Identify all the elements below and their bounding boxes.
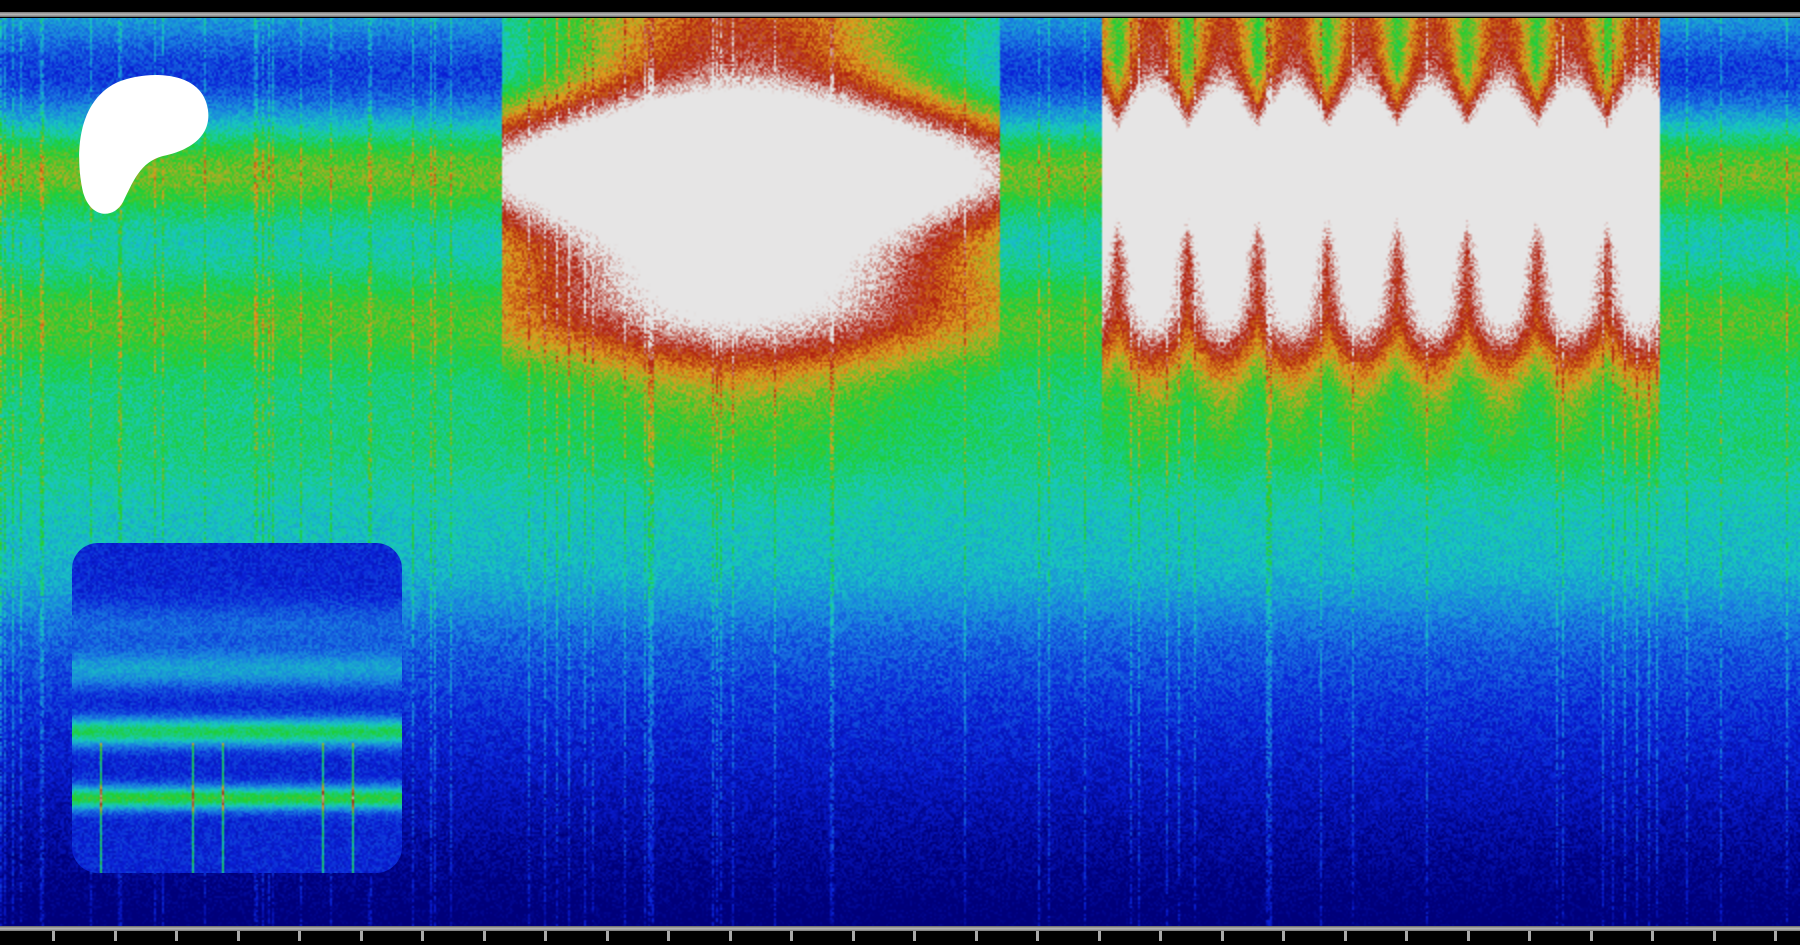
axis-tick bbox=[1036, 931, 1039, 941]
top-axis-rule bbox=[0, 12, 1800, 17]
axis-tick bbox=[1774, 931, 1777, 941]
axis-tick bbox=[114, 931, 117, 941]
axis-tick bbox=[360, 931, 363, 941]
axis-tick bbox=[298, 931, 301, 941]
axis-tick bbox=[852, 931, 855, 941]
axis-tick bbox=[1590, 931, 1593, 941]
axis-tick bbox=[1098, 931, 1101, 941]
time-axis-ticks bbox=[0, 931, 1800, 945]
axis-tick bbox=[606, 931, 609, 941]
axis-tick bbox=[1282, 931, 1285, 941]
inset-spectrogram-thumbnail bbox=[72, 543, 402, 873]
axis-tick bbox=[52, 931, 55, 941]
logo-icon bbox=[78, 72, 212, 216]
axis-tick bbox=[790, 931, 793, 941]
axis-tick bbox=[913, 931, 916, 941]
axis-tick bbox=[1467, 931, 1470, 941]
axis-tick bbox=[1344, 931, 1347, 941]
axis-tick bbox=[667, 931, 670, 941]
axis-tick bbox=[1528, 931, 1531, 941]
spectrogram-frame bbox=[0, 0, 1800, 945]
axis-tick bbox=[975, 931, 978, 941]
axis-tick bbox=[729, 931, 732, 941]
axis-tick bbox=[544, 931, 547, 941]
axis-tick bbox=[483, 931, 486, 941]
axis-tick bbox=[1159, 931, 1162, 941]
axis-tick bbox=[1651, 931, 1654, 941]
axis-tick bbox=[1713, 931, 1716, 941]
axis-tick bbox=[1221, 931, 1224, 941]
axis-tick bbox=[421, 931, 424, 941]
axis-tick bbox=[237, 931, 240, 941]
axis-tick bbox=[1405, 931, 1408, 941]
axis-tick bbox=[175, 931, 178, 941]
